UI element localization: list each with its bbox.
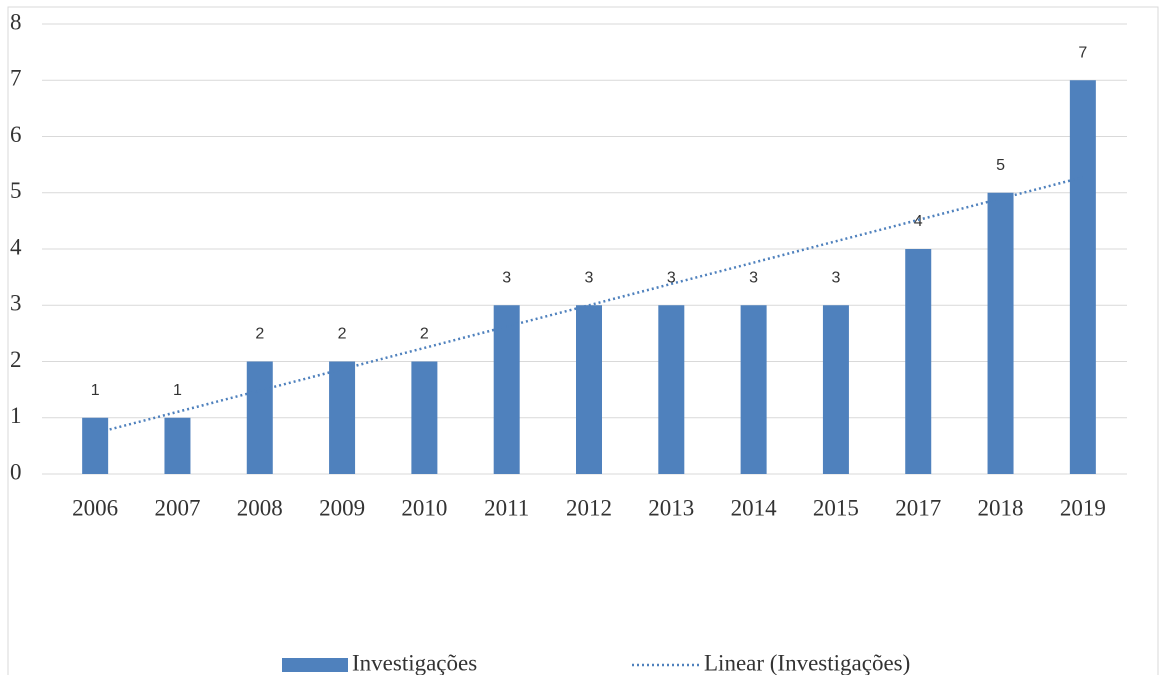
legend-swatch <box>282 658 348 672</box>
bar <box>576 305 602 474</box>
y-tick-label: 0 <box>10 459 22 484</box>
y-tick-label: 7 <box>10 66 22 91</box>
x-tick-label: 2007 <box>154 495 200 520</box>
x-tick-label: 2019 <box>1060 495 1106 520</box>
legend-label: Linear (Investigações) <box>704 650 910 675</box>
y-tick-label: 8 <box>10 9 22 34</box>
data-label: 3 <box>667 269 676 286</box>
bar <box>987 192 1014 474</box>
x-tick-label: 2018 <box>978 495 1024 520</box>
y-tick-label: 3 <box>10 291 22 316</box>
data-label: 2 <box>338 326 347 343</box>
x-tick-label: 2015 <box>813 495 859 520</box>
x-tick-label: 2010 <box>401 495 447 520</box>
legend-label: Investigações <box>352 650 477 675</box>
chart-frame <box>7 6 1159 675</box>
x-tick-label: 2013 <box>648 495 694 520</box>
bar <box>493 305 520 474</box>
data-label: 2 <box>420 326 429 343</box>
x-tick-label: 2014 <box>731 495 778 520</box>
bar <box>82 417 109 474</box>
data-label: 1 <box>91 382 100 399</box>
data-label: 3 <box>749 269 758 286</box>
bar <box>658 305 685 474</box>
y-tick-label: 1 <box>10 403 22 428</box>
bar <box>740 305 767 474</box>
bar <box>329 361 356 474</box>
x-tick-label: 2017 <box>895 495 941 520</box>
bar <box>822 305 849 474</box>
x-tick-label: 2012 <box>566 495 612 520</box>
y-tick-label: 5 <box>10 178 22 203</box>
data-label: 2 <box>255 326 264 343</box>
y-tick-label: 2 <box>10 347 22 372</box>
y-tick-label: 4 <box>10 234 22 259</box>
bar <box>411 361 438 474</box>
data-label: 3 <box>585 269 594 286</box>
data-label: 1 <box>173 382 182 399</box>
data-label: 7 <box>1078 44 1087 61</box>
data-label: 4 <box>914 213 923 230</box>
data-label: 5 <box>996 157 1005 174</box>
bar <box>246 361 273 474</box>
trendline <box>94 176 1084 435</box>
bar <box>1069 80 1096 474</box>
bar <box>905 249 932 474</box>
x-tick-label: 2011 <box>484 495 529 520</box>
x-tick-label: 2008 <box>237 495 283 520</box>
y-tick-label: 6 <box>10 122 22 147</box>
bar <box>164 417 191 474</box>
data-label: 3 <box>831 269 840 286</box>
data-label: 3 <box>502 269 511 286</box>
x-tick-label: 2009 <box>319 495 365 520</box>
x-tick-label: 2006 <box>72 495 118 520</box>
